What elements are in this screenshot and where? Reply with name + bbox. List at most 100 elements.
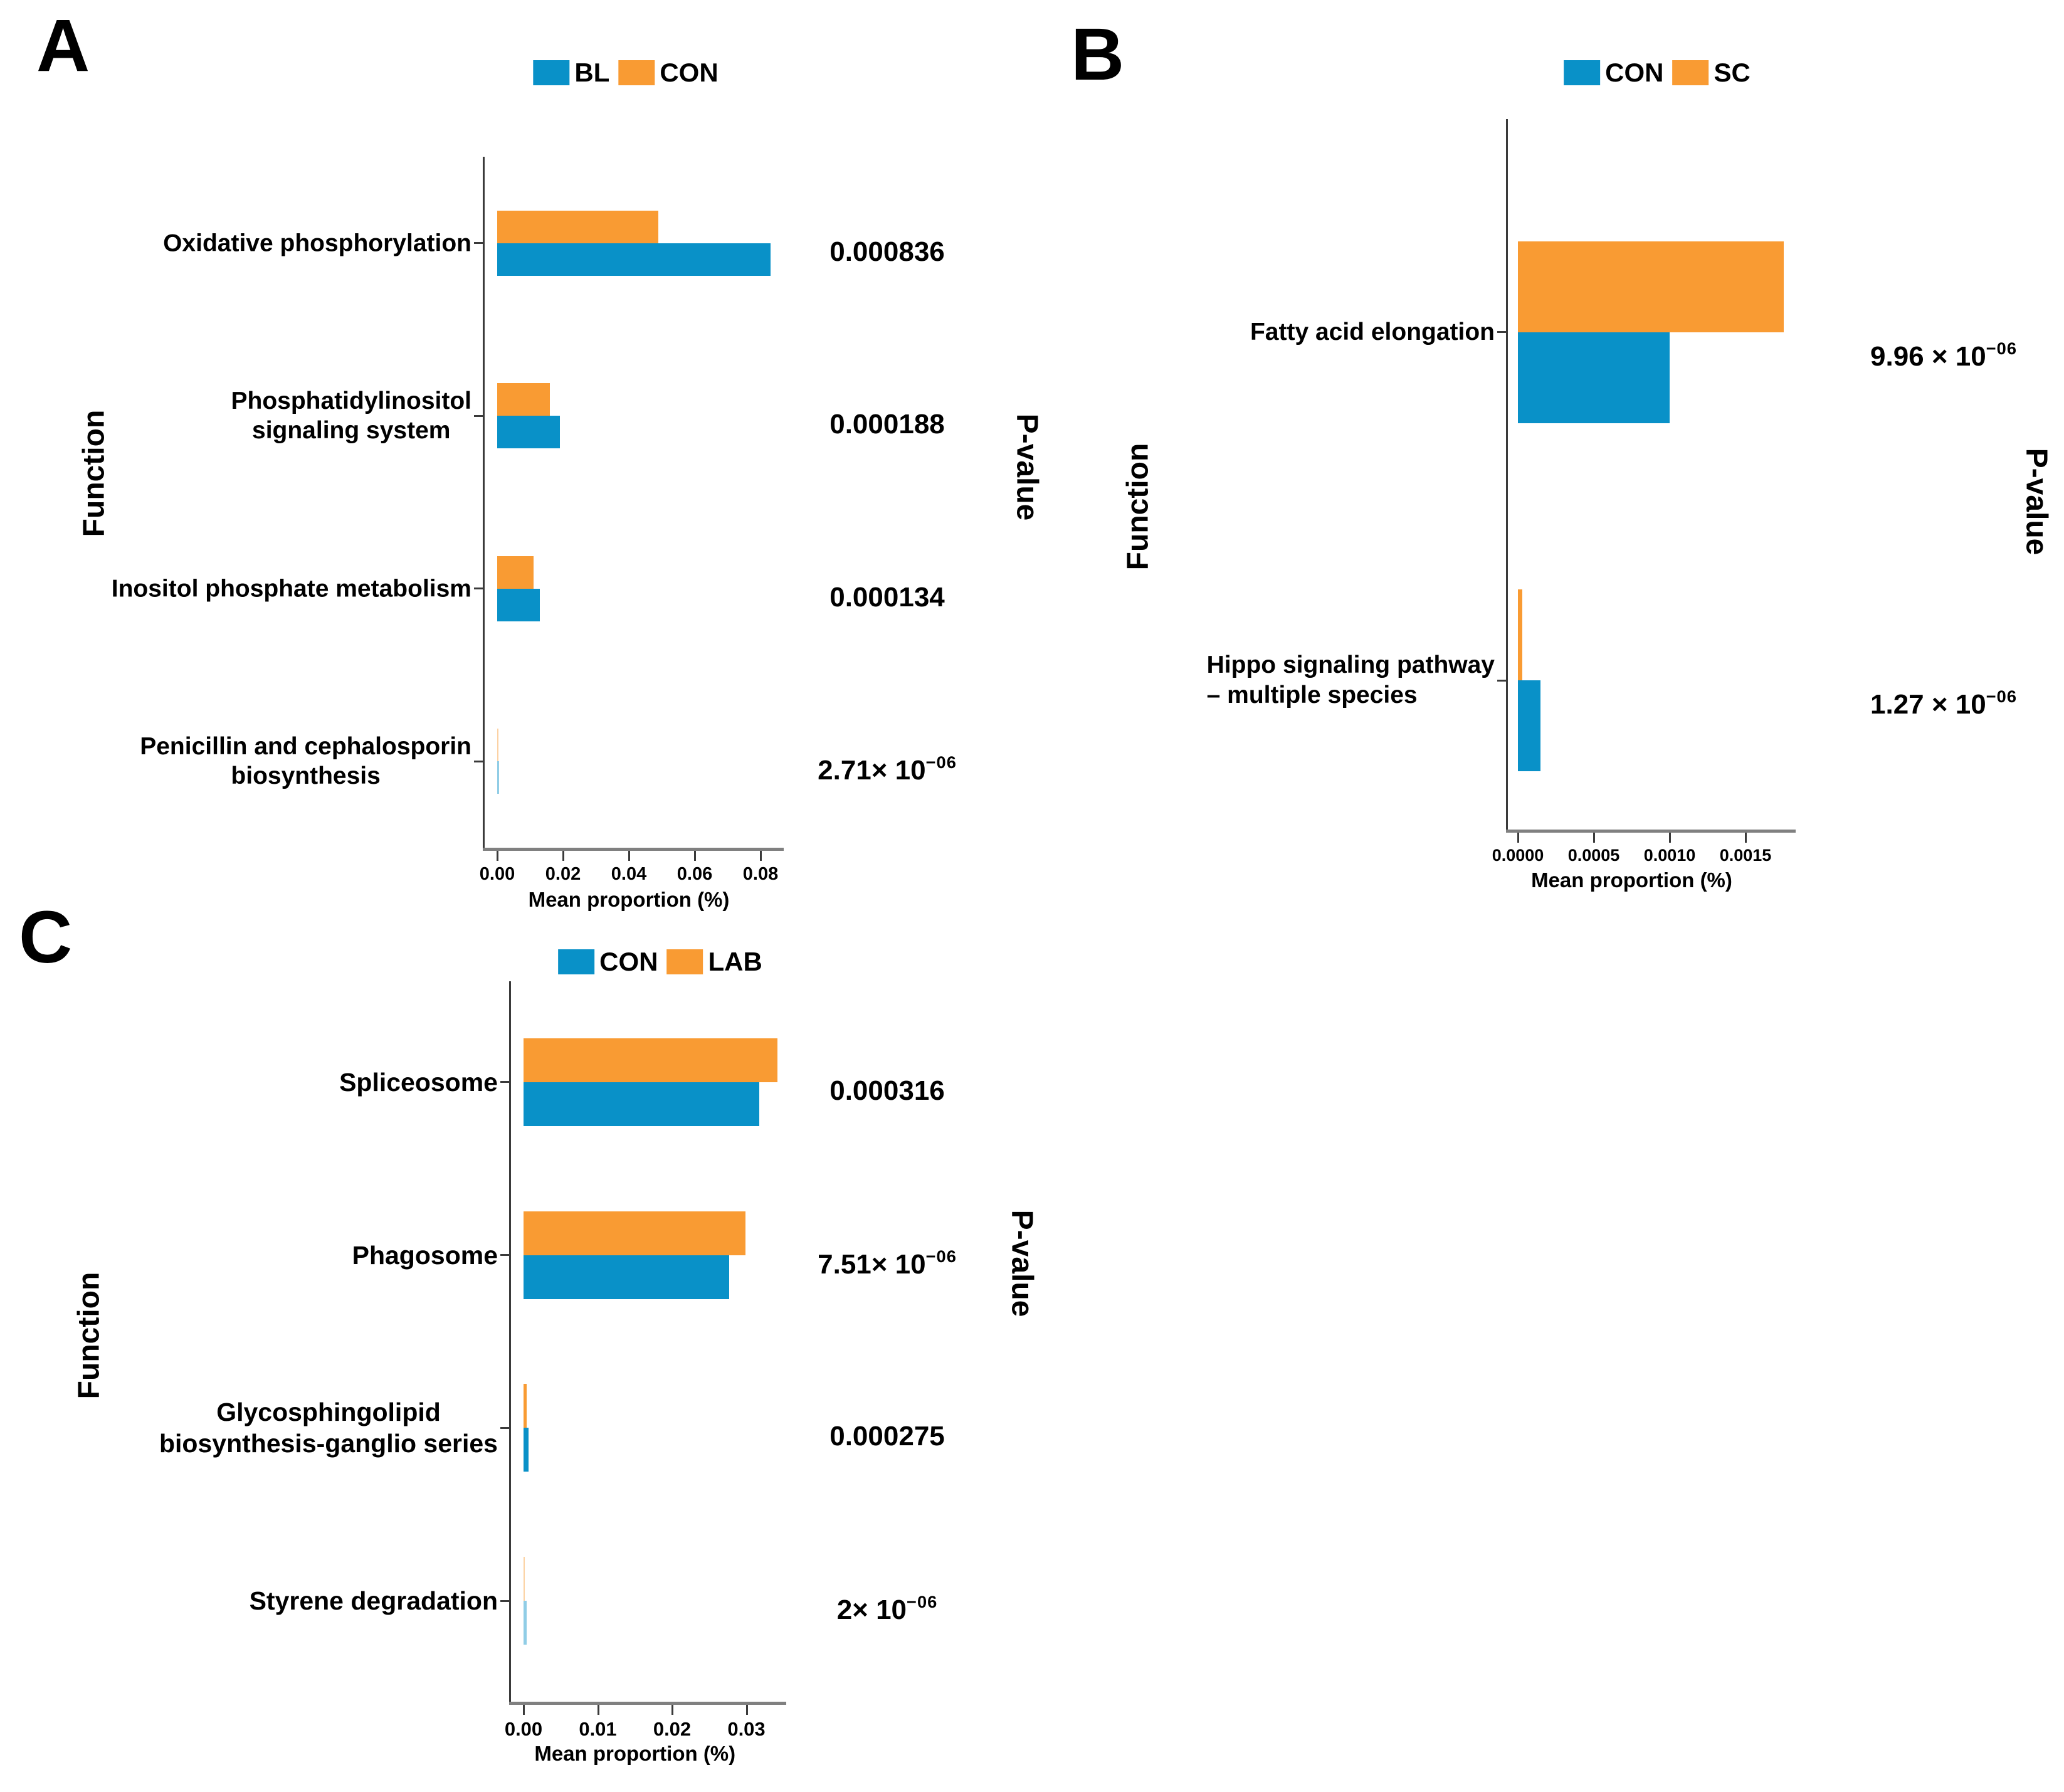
p-value: 0.000836: [829, 236, 945, 268]
x-axis-tick-label: 0.0010: [1643, 846, 1696, 865]
category-label-line: Fatty acid elongation: [1250, 318, 1495, 345]
p-value: 0.000275: [829, 1421, 945, 1452]
p-value-base: 0.000188: [829, 409, 945, 440]
category-label-line: Spliceosome: [339, 1067, 498, 1097]
y-axis-title-function: Function: [1121, 443, 1155, 571]
x-axis-tick: [1669, 833, 1671, 843]
category-label: Inositol phosphate metabolism: [25, 574, 471, 603]
bar-CON: [497, 729, 499, 762]
panel-B: B CON SC 0.0000 0.0005 0.0010 0.0015 Mean propo…: [1066, 0, 2064, 909]
x-axis-tick-label: 0.00: [479, 864, 515, 884]
bar-BL: [497, 416, 560, 449]
x-axis-tick-label: 0.06: [677, 864, 713, 884]
category-tick: [500, 1254, 509, 1257]
x-axis-tick: [597, 1705, 599, 1715]
category-label-line: signaling system: [252, 417, 451, 445]
right-axis-title-pvalue: P-value: [2019, 448, 2053, 556]
category-label: Phosphatidylinositol signaling system: [25, 386, 471, 445]
p-value-base: 0.000316: [829, 1075, 945, 1106]
category-label-text: Oxidative phosphorylation: [163, 228, 471, 258]
category-label: Hippo signaling pathway – multiple specie…: [1066, 650, 1495, 710]
y-axis-line: [483, 157, 485, 848]
category-label-line: Phagosome: [352, 1240, 498, 1270]
p-value-exponent: −06: [1986, 687, 2017, 707]
p-value-base: 0.000275: [829, 1421, 945, 1452]
bar-LAB: [524, 1557, 525, 1601]
legend: CON SC: [1564, 58, 1759, 88]
category-label: Fatty acid elongation: [1066, 317, 1495, 347]
x-axis-title: Mean proportion (%): [1531, 868, 1732, 892]
y-axis-title-function: Function: [72, 1272, 106, 1399]
bar-CON: [497, 383, 550, 416]
p-value: 9.96 × 10−06: [1870, 339, 2017, 372]
x-axis-tick: [562, 851, 564, 861]
category-label-text: Phagosome: [352, 1240, 498, 1271]
bar-LAB: [524, 1038, 778, 1082]
category-label: Glycosphingolipid biosynthesis-ganglio se…: [13, 1396, 498, 1459]
x-axis-tick: [523, 1705, 525, 1715]
legend-label: CON: [599, 947, 658, 976]
category-label: Penicillin and cephalosporin biosynthesis: [25, 732, 471, 791]
legend-label: BL: [574, 58, 610, 87]
p-value: 2× 10−06: [836, 1592, 938, 1626]
legend-swatch-SC: [1672, 60, 1709, 85]
x-axis-line: [483, 848, 784, 851]
legend-swatch-CON: [1564, 60, 1601, 85]
category-tick: [500, 1600, 509, 1602]
bar-BL: [497, 588, 540, 621]
x-axis-tick-label: 0.0000: [1492, 846, 1544, 865]
p-value-exponent: −06: [925, 1246, 957, 1266]
p-value-exponent: −06: [907, 1592, 938, 1612]
bar-CON: [497, 556, 534, 589]
category-label: Phagosome: [13, 1240, 498, 1271]
category-tick: [474, 588, 483, 590]
bar-BL: [497, 243, 771, 276]
p-value-base: 9.96 × 10: [1870, 340, 1986, 372]
x-axis-tick-label: 0.08: [742, 864, 779, 884]
category-tick: [1497, 331, 1506, 334]
legend-swatch-CON: [618, 60, 655, 85]
panel-letter-B: B: [1071, 13, 1125, 96]
legend-item-SC: SC: [1672, 58, 1759, 88]
x-axis-tick-label: 0.02: [545, 864, 581, 884]
p-value-base: 0.000836: [829, 236, 945, 267]
x-axis-tick: [694, 851, 696, 861]
y-axis-line: [1506, 119, 1508, 830]
legend-label: CON: [1605, 58, 1664, 87]
panel-A: A BL CON 0.00 0.02 0.04 0.06 0.08 Mean proportio…: [25, 9, 1066, 911]
legend-item-CON: CON: [618, 58, 727, 88]
bar-BL: [497, 761, 500, 794]
category-label-text: Inositol phosphate metabolism: [112, 574, 471, 603]
p-value: 0.000316: [829, 1075, 945, 1107]
category-label-text: Penicillin and cephalosporin biosynthesis: [140, 732, 471, 791]
category-label-line: Phosphatidylinositol: [231, 387, 471, 415]
legend-label: CON: [660, 58, 719, 87]
x-axis-tick-label: 0.03: [727, 1718, 766, 1740]
category-label-text: Spliceosome: [339, 1067, 498, 1098]
legend-swatch-BL: [533, 60, 570, 85]
legend: BL CON: [533, 58, 727, 88]
x-axis-tick: [745, 1705, 748, 1715]
panel-letter-C: C: [19, 896, 73, 979]
category-label: Oxidative phosphorylation: [25, 228, 471, 258]
category-label-line: Inositol phosphate metabolism: [111, 575, 471, 603]
right-axis-title-pvalue: P-value: [1010, 413, 1044, 521]
bar-LAB: [524, 1211, 746, 1255]
p-value-base: 2× 10: [836, 1594, 907, 1625]
category-tick: [1497, 679, 1506, 682]
x-axis-tick: [497, 851, 498, 861]
category-label-line: Penicillin and cephalosporin: [140, 733, 471, 761]
x-axis-tick: [671, 1705, 673, 1715]
p-value: 1.27 × 10−06: [1870, 687, 2017, 720]
x-axis-tick: [1593, 833, 1595, 843]
x-axis-line: [509, 1702, 786, 1705]
p-value-base: 2.71× 10: [818, 755, 926, 786]
category-label-line: Hippo signaling pathway: [1206, 651, 1495, 679]
category-label-line: Glycosphingolipid: [216, 1398, 441, 1427]
bar-CON: [1518, 680, 1541, 772]
category-label: Spliceosome: [13, 1067, 498, 1098]
x-axis-tick-label: 0.0005: [1567, 846, 1620, 865]
legend-item-BL: BL: [533, 58, 618, 88]
category-label: Styrene degradation: [13, 1585, 498, 1616]
